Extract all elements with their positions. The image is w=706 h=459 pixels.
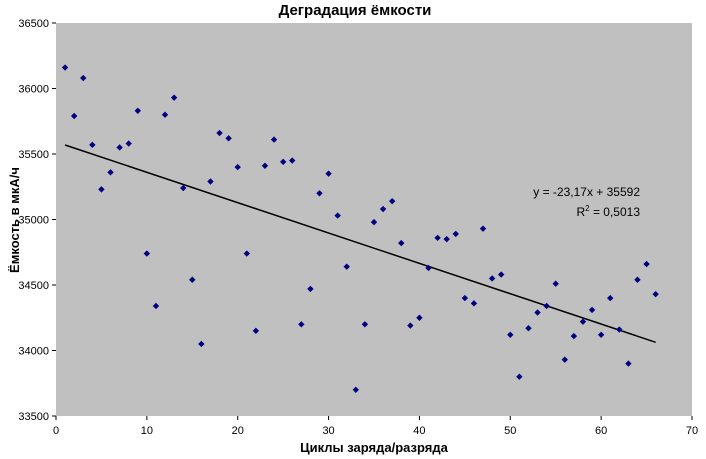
data-point <box>234 163 241 171</box>
data-point <box>616 326 623 333</box>
data-point <box>70 112 78 120</box>
r-squared-label: R2 = 0,5013 <box>576 204 640 219</box>
y-tick-label: 33500 <box>18 411 49 423</box>
data-point <box>561 356 568 363</box>
data-point <box>207 178 214 185</box>
data-point <box>479 225 487 232</box>
x-tick-label: 60 <box>595 425 607 437</box>
data-point <box>625 360 632 367</box>
data-point <box>316 190 323 197</box>
data-point <box>334 212 341 219</box>
y-tick-label: 34500 <box>18 280 49 292</box>
data-point <box>534 309 541 316</box>
y-tick-label: 35000 <box>18 215 49 227</box>
data-point <box>252 327 260 335</box>
data-point <box>225 135 232 142</box>
data-point <box>125 140 132 147</box>
data-point <box>443 235 450 243</box>
y-tick-label: 35500 <box>18 149 49 161</box>
data-point <box>507 331 514 338</box>
data-point <box>270 136 278 143</box>
data-point <box>61 64 69 71</box>
data-point <box>434 234 441 242</box>
data-point <box>552 280 559 287</box>
data-point <box>607 294 614 302</box>
data-point <box>243 250 250 257</box>
trendline <box>64 144 656 343</box>
data-point <box>352 386 360 393</box>
x-tick-label: 0 <box>53 425 59 437</box>
data-point <box>116 144 123 151</box>
data-point <box>461 294 469 302</box>
data-point <box>407 322 414 329</box>
data-points <box>61 64 659 393</box>
data-point <box>189 276 196 283</box>
r-squared-value: = 0,5013 <box>590 205 641 219</box>
data-point <box>361 321 369 328</box>
data-point <box>452 230 459 238</box>
y-axis-title: Ёмкость в мкА/ч <box>7 167 22 273</box>
data-point <box>289 157 296 164</box>
data-point <box>643 260 650 268</box>
data-point <box>525 325 532 332</box>
x-axis-title: Циклы заряда/разряда <box>300 440 448 455</box>
x-axis-ticks: 0 10 20 30 40 50 60 70 <box>53 416 698 437</box>
data-point <box>634 276 641 283</box>
data-point <box>388 197 396 205</box>
r-squared-superscript: 2 <box>585 204 590 213</box>
data-point <box>143 250 151 257</box>
data-point <box>298 321 305 328</box>
data-point <box>597 331 605 338</box>
data-point <box>198 340 205 348</box>
data-point <box>89 141 96 149</box>
data-point <box>261 162 269 169</box>
x-tick-label: 20 <box>232 425 244 437</box>
data-point <box>425 264 432 272</box>
data-point <box>161 111 169 118</box>
data-point <box>307 285 314 293</box>
data-point <box>370 218 378 226</box>
data-point <box>216 129 223 137</box>
x-tick-label: 50 <box>504 425 516 437</box>
data-point <box>107 169 114 176</box>
r-squared-prefix: R <box>576 205 585 219</box>
data-point <box>398 239 405 247</box>
data-point <box>570 332 578 340</box>
y-tick-label: 34000 <box>18 346 49 358</box>
chart-title: Деградация ёмкости <box>279 2 432 19</box>
data-point <box>416 314 423 321</box>
data-point <box>579 318 587 325</box>
x-tick-label: 10 <box>141 425 153 437</box>
data-point <box>180 184 187 192</box>
y-tick-label: 36500 <box>18 18 49 30</box>
y-tick-label: 36000 <box>18 84 49 96</box>
data-point <box>80 74 87 82</box>
data-point <box>152 302 160 310</box>
data-point <box>543 302 550 310</box>
data-point <box>488 275 496 282</box>
x-tick-label: 30 <box>322 425 334 437</box>
data-point <box>170 94 178 101</box>
data-point <box>652 290 659 298</box>
data-point <box>516 373 523 380</box>
trendline-equation: y = -23,17x + 35592 <box>533 185 640 199</box>
x-tick-label: 40 <box>413 425 425 437</box>
data-point <box>98 186 105 193</box>
data-point <box>279 158 287 166</box>
y-axis-ticks: 33500 34000 34500 35000 35500 36000 36500 <box>18 18 56 423</box>
data-point <box>588 306 596 314</box>
data-point <box>379 205 387 213</box>
data-point <box>343 263 350 270</box>
data-point <box>134 107 141 114</box>
data-point <box>470 300 478 307</box>
data-point <box>325 170 332 177</box>
x-tick-label: 70 <box>686 425 698 437</box>
data-point <box>498 271 505 278</box>
